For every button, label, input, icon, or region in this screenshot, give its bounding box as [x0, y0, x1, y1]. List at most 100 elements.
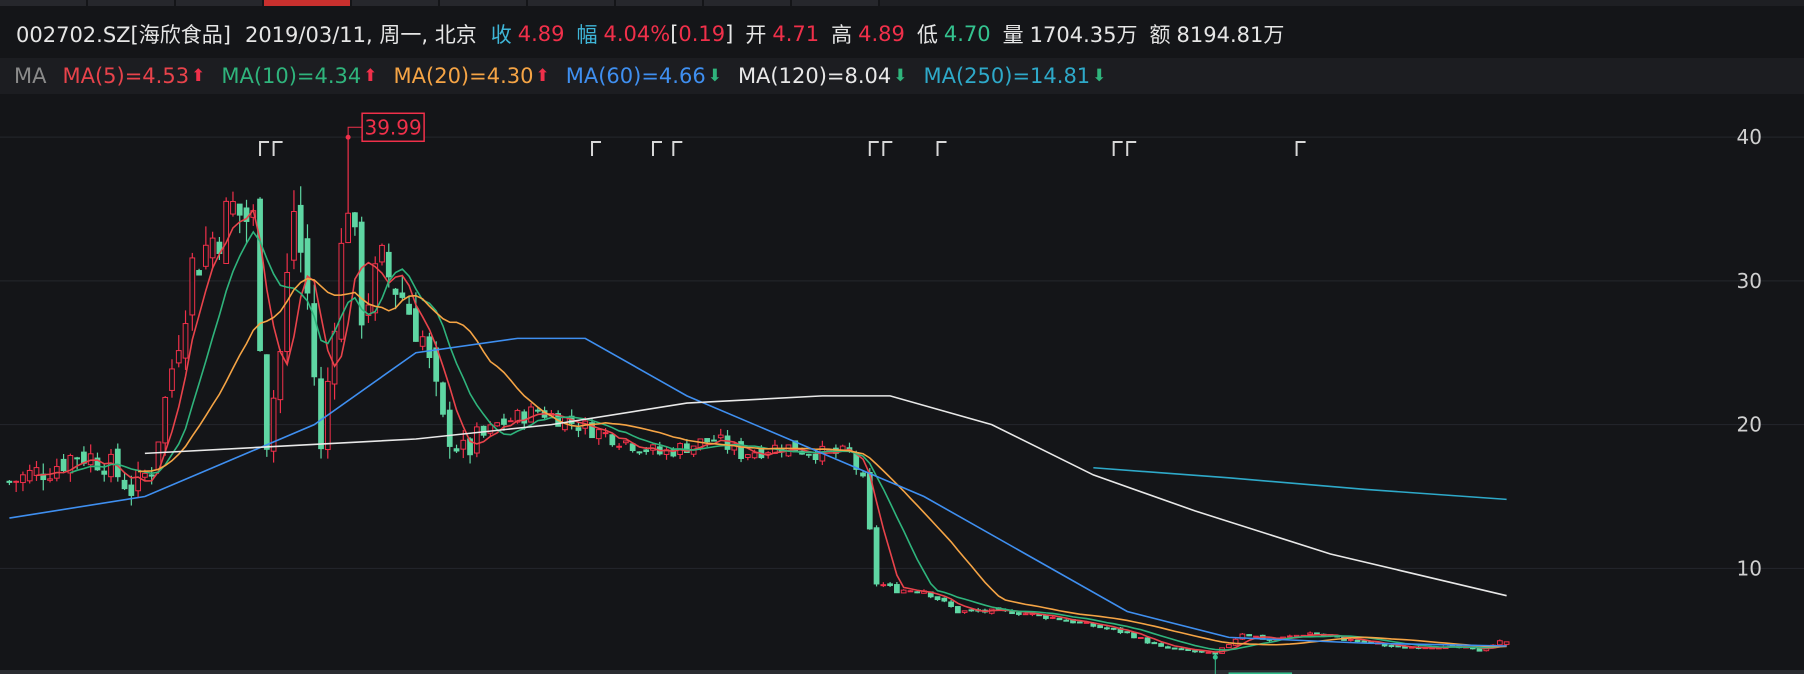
candle-body: [128, 484, 135, 496]
arrow-up-icon: ⬆: [535, 66, 550, 86]
arrow-up-icon: ⬆: [191, 66, 206, 86]
top-tab[interactable]: [440, 0, 528, 6]
candle-body: [894, 584, 900, 594]
ma-line: [70, 230, 1507, 651]
candle-body: [230, 201, 236, 215]
open-value: 4.71: [772, 22, 820, 46]
candle-body: [1171, 647, 1178, 650]
quote-datetime: 2019/03/11, 周一, 北京: [244, 23, 477, 47]
annotation-dot: [345, 134, 351, 140]
candle-body: [521, 411, 528, 424]
candle-body: [372, 263, 379, 314]
candle-body: [1124, 631, 1131, 634]
candle-body: [304, 238, 311, 294]
candle-body: [1361, 640, 1368, 643]
ma-legend-item[interactable]: MA(60)=4.66 ⬇: [566, 64, 722, 88]
candle-body: [453, 448, 460, 452]
candle-body: [1212, 652, 1219, 655]
candle-body: [1144, 637, 1151, 644]
top-tab[interactable]: [0, 0, 88, 6]
candle-body: [1205, 651, 1212, 654]
candle-body: [1015, 612, 1022, 615]
candle-body: [426, 336, 433, 359]
ma-legend-item[interactable]: MA(20)=4.30 ⬆: [394, 64, 550, 88]
candle-body: [589, 422, 595, 439]
candle-body: [744, 454, 751, 459]
candle-body: [1225, 644, 1232, 649]
candle-body: [331, 330, 338, 385]
candle-body: [954, 606, 961, 614]
candle-body: [595, 429, 602, 440]
ma-legend-item[interactable]: MA(5)=4.53 ⬆: [62, 64, 205, 88]
candle-body: [812, 453, 819, 461]
candle-body: [284, 271, 291, 353]
candle-body: [704, 438, 711, 443]
high-label: 高: [831, 23, 853, 47]
candle-body: [643, 449, 650, 453]
candle-body: [142, 472, 148, 478]
candle-body: [1354, 639, 1361, 643]
top-tab[interactable]: [616, 0, 704, 6]
top-tab[interactable]: [352, 0, 440, 6]
amount-value: 8194.81万: [1176, 23, 1285, 47]
ma-label[interactable]: MA: [14, 64, 47, 88]
top-tab[interactable]: [176, 0, 264, 6]
ma-line: [9, 337, 1507, 647]
candle-body: [162, 396, 169, 444]
event-flag-icon: [882, 141, 893, 156]
arrow-up-icon: ⬆: [363, 66, 378, 86]
ma-legend-item[interactable]: MA(10)=4.34 ⬆: [221, 64, 377, 88]
annotation-box: [361, 112, 425, 143]
event-flag-icon: [591, 141, 602, 156]
candle-body: [257, 198, 263, 352]
event-flag-icon: [672, 141, 683, 156]
amplitude-label: 幅: [576, 23, 598, 47]
close-value: 4.89: [517, 22, 565, 46]
candle-body: [209, 237, 216, 259]
candle-body: [1232, 638, 1239, 646]
top-tab[interactable]: [704, 0, 792, 6]
top-tab[interactable]: [792, 0, 880, 6]
close-label: 收: [490, 23, 512, 47]
candle-body: [751, 452, 758, 459]
candle-body: [948, 601, 954, 607]
candle-body: [1056, 617, 1063, 621]
candle-body: [480, 425, 487, 436]
ma-legend-item[interactable]: MA(120)=8.04 ⬇: [738, 64, 908, 88]
top-tab[interactable]: [88, 0, 176, 6]
candle-body: [473, 426, 480, 454]
candle-body: [263, 354, 270, 450]
event-flag-icon: [868, 141, 879, 156]
candle-body: [507, 420, 514, 423]
candle-body: [1151, 642, 1158, 645]
candle-body: [311, 303, 318, 378]
arrow-down-icon: ⬇: [707, 66, 722, 86]
ma-legend-text: MA(20)=4.30: [393, 64, 534, 88]
event-flag-icon: [936, 141, 947, 156]
high-value: 4.89: [858, 22, 905, 46]
top-tab-active[interactable]: [264, 0, 352, 6]
candle-body: [873, 527, 880, 585]
open-label: 开: [745, 23, 767, 47]
candle-body: [1192, 650, 1198, 653]
candle-body: [534, 409, 541, 412]
candle-body: [338, 242, 345, 340]
arrow-down-icon: ⬇: [893, 66, 908, 86]
top-tab[interactable]: [528, 0, 616, 6]
candle-body: [6, 480, 13, 483]
annotation-leader: [347, 126, 363, 138]
candle-body: [446, 409, 453, 447]
ma-legend-item[interactable]: MA(250)=14.81 ⬇: [924, 64, 1107, 88]
candle-body: [318, 378, 324, 450]
candle-body: [13, 480, 20, 483]
annotation-label: 39.99: [364, 115, 421, 139]
candle-body: [1165, 646, 1171, 649]
volume-label: 量: [1002, 23, 1024, 47]
low-value: 4.70: [943, 22, 991, 46]
candle-body: [379, 244, 385, 263]
ma-legend-text: MA(10)=4.34: [221, 64, 362, 88]
candle-body: [135, 469, 141, 492]
candle-body: [968, 609, 975, 612]
low-label: 低: [916, 23, 938, 47]
